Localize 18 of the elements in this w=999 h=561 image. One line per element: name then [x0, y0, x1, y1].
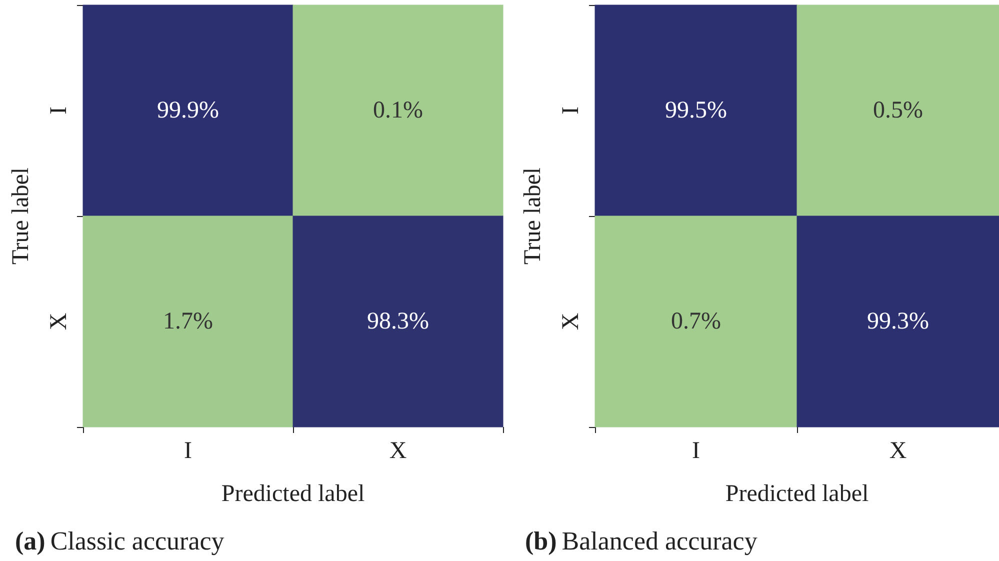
x-axis-title: Predicted label: [725, 481, 869, 507]
y-axis-title: True label: [520, 167, 546, 265]
y-axis-title: True label: [8, 167, 34, 265]
data-label: 99.5%: [665, 98, 727, 124]
data-label: 98.3%: [367, 308, 429, 334]
data-label: 0.7%: [671, 308, 721, 334]
text: (b) Balanced accuracy: [525, 526, 758, 556]
text: (a) Classic accuracy: [15, 526, 224, 556]
x-tick-label: I: [692, 438, 700, 464]
x-axis-title: Predicted label: [221, 481, 365, 507]
data-label: 99.9%: [157, 98, 219, 124]
x-tick-label: X: [389, 438, 407, 464]
data-label: 99.3%: [867, 308, 929, 334]
data-label: 1.7%: [163, 308, 213, 334]
data-label: 0.5%: [873, 98, 923, 124]
data-label: 0.1%: [373, 98, 423, 124]
x-tick-label: I: [184, 438, 192, 464]
x-tick-label: X: [889, 438, 907, 464]
